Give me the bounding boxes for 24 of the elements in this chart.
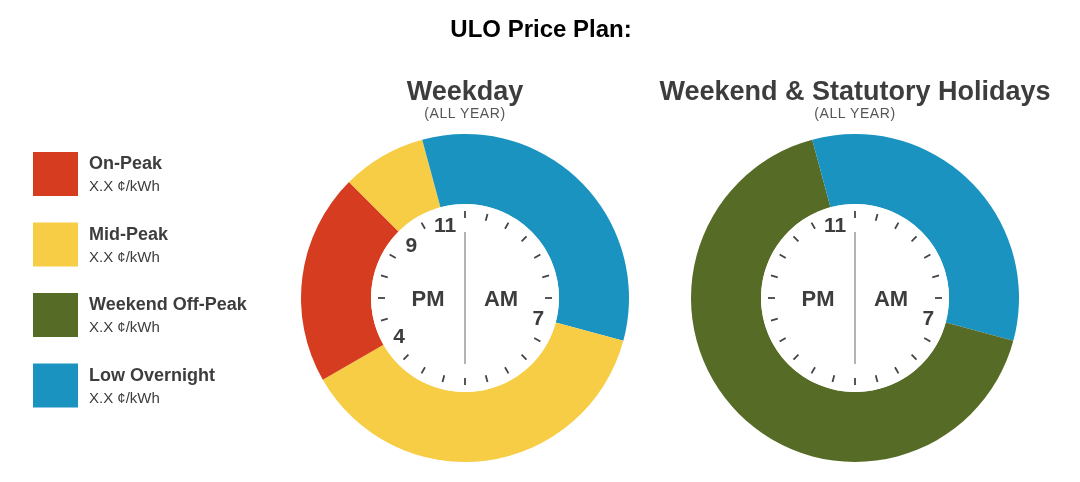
category-label: On-Peak [89, 153, 164, 173]
text: AM [483, 285, 519, 311]
donut-slice [691, 139, 1014, 462]
text: 4 [393, 324, 406, 348]
text: X.X ¢/kWh [89, 318, 160, 335]
text: AM [873, 285, 909, 311]
text: 7 [532, 306, 545, 330]
text: ULO Price Plan: [450, 15, 632, 42]
text: X.X ¢/kWh [89, 177, 160, 194]
text: 11 [824, 213, 847, 237]
chart-title: Weekday [406, 76, 524, 106]
chart-subtitle: (ALL YEAR) [814, 105, 896, 121]
text: 7 [922, 306, 935, 330]
category-label: Low Overnight [89, 364, 216, 385]
text: X.X ¢/kWh [89, 247, 160, 265]
chart-subtitle: (ALL YEAR) [424, 105, 506, 121]
text: PM [411, 285, 445, 311]
text: 9 [405, 232, 418, 256]
chart-title: Weekend & Statutory Holidays [659, 76, 1051, 106]
category-label: Weekend Off-Peak [89, 294, 248, 314]
text: X.X ¢/kWh [89, 388, 160, 406]
text: PM [801, 285, 835, 311]
text: 11 [434, 213, 457, 237]
category-label: Mid-Peak [89, 223, 170, 244]
